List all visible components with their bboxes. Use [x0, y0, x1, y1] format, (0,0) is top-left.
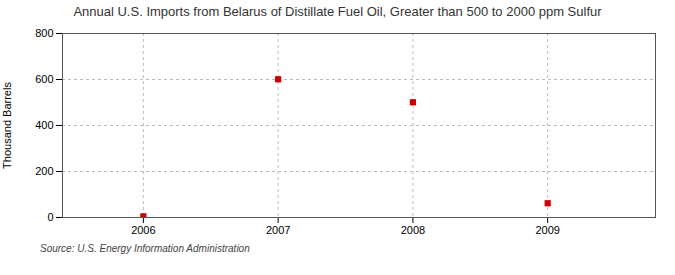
- svg-text:2006: 2006: [131, 224, 155, 236]
- svg-text:800: 800: [35, 27, 53, 39]
- svg-text:2007: 2007: [266, 224, 290, 236]
- svg-text:400: 400: [35, 119, 53, 131]
- svg-text:2008: 2008: [401, 224, 425, 236]
- svg-text:200: 200: [35, 165, 53, 177]
- html-text:Annual U.S. Imports from Belar: Annual U.S. Imports from Belarus of Dist…: [73, 4, 602, 19]
- svg-text:600: 600: [35, 73, 53, 85]
- html-text:Source: U.S. Energy Informatio: Source: U.S. Energy Information Administ…: [40, 243, 250, 254]
- svg-text:0: 0: [47, 211, 53, 223]
- svg-text:2009: 2009: [535, 224, 559, 236]
- svg-text:Thousand Barrels: Thousand Barrels: [1, 82, 13, 169]
